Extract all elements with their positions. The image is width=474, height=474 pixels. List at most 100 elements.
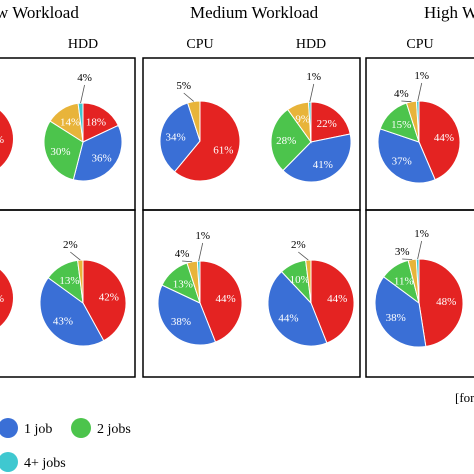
leader-line [401,100,412,103]
slice-label: 38% [386,312,406,324]
pie-slice [415,258,420,304]
leader-line [309,83,315,103]
leader-line [298,251,309,261]
slice-label: 4% [77,72,92,84]
resource-header-cpu: CPU [186,37,213,52]
pie: 44% 44% 10% 2% [267,239,355,347]
slice-label: 41% [313,159,333,171]
svg-text:%: % [0,134,4,146]
pie: 48% 38% 11% 3% 1% [374,228,464,348]
pie-slice [43,120,84,181]
slice-label: 44% [327,293,347,305]
pie-slice [270,108,312,172]
slice-label: 4% [394,88,409,100]
partial-pie-bottom: % [0,269,13,327]
partial-pie-top: % [0,110,13,168]
slice-label: 44% [434,132,454,144]
legend-label-4plus-jobs: 4+ jobs [24,456,66,471]
leader-line [70,251,81,261]
slice-label: 13% [173,278,193,290]
slice-label: 14% [60,117,80,129]
slice-label: 3% [395,246,410,258]
pie-slice [267,270,328,347]
legend-swatch-4plus-jobs [0,452,18,472]
slice-label: 38% [171,316,191,328]
pie: 61% 34% 5% [159,80,241,182]
pie-slice [157,284,217,346]
pie-slice [173,100,241,182]
resource-header-hdd: HDD [68,37,98,52]
pie: 22% 41% 28% 9% 1% [270,71,352,183]
slice-label: 22% [317,118,337,130]
resource-header-hdd: HDD [296,37,326,52]
pie-slice [310,101,351,143]
legend-swatch-1-job [0,418,18,438]
pie-slice [82,259,127,342]
leader-line [417,82,423,102]
slice-label: 15% [391,119,411,131]
slice-label: 37% [392,156,412,168]
slice-label: 4% [175,248,190,260]
svg-text:%: % [0,293,4,305]
slice-label: 18% [86,117,106,129]
pie-slice [72,124,123,182]
slice-label: 61% [213,144,233,156]
pie-slice [377,128,436,184]
workload-header-low: w Workload [0,3,79,22]
pie-slice [418,100,461,181]
panel-frame [365,209,474,378]
slice-label: 34% [166,131,186,143]
slice-label: 10% [290,274,310,286]
pie-slice [307,101,312,143]
pie-slice [159,102,201,173]
pie-slice [374,276,427,348]
pie-slice [282,133,352,183]
panel-frame [142,209,361,378]
slice-label: 48% [436,296,456,308]
legend: 1 job 2 jobs 4+ jobs [0,418,131,472]
pie-slice [39,277,105,347]
pie-slice [199,260,243,343]
leader-line [198,242,204,262]
pie-slice [187,100,201,142]
legend-swatch-2-jobs [71,418,91,438]
pie: 42% 43% 13% 2% [39,239,127,347]
pie-slice [82,102,119,143]
panel-frame [0,209,136,378]
slice-label: 44% [278,312,298,324]
pies: 18% 36% 30% 14% 4% 61% 34% 5% 22% 41% 28% 9% 1% 44% 37… [39,70,464,348]
slice-label: 5% [176,80,191,92]
workload-header-high: High W [424,3,474,22]
pie-slice [310,259,355,344]
slice-label: 13% [59,275,79,287]
panel-frames [0,57,474,378]
pie: 44% 38% 13% 4% 1% [157,230,243,346]
slice-label: 28% [276,135,296,147]
workload-header-medium: Medium Workload [190,3,319,22]
slice-label: 30% [50,146,70,158]
pie-slice [418,258,464,348]
legend-label-1-job: 1 job [24,422,52,437]
leader-line [402,258,413,260]
slice-label: 43% [53,316,73,328]
slice-label: 9% [295,114,310,126]
footnote: [for [455,390,474,405]
slice-label: 1% [414,228,429,240]
slice-label: 1% [195,230,210,242]
slice-label: 1% [414,70,429,82]
slice-label: 11% [394,275,414,287]
slice-label: 2% [291,239,306,251]
slice-label: 1% [306,71,321,83]
slice-label: 42% [99,291,119,303]
pie-slice [305,259,312,304]
resource-header-cpu: CPU [406,37,433,52]
leader-line [183,92,194,102]
leader-line [182,260,193,263]
slice-label: 36% [92,152,112,164]
pie: 18% 36% 30% 14% 4% [43,72,123,182]
pie: 44% 37% 15% 4% 1% [377,70,461,184]
slice-label: 44% [215,293,235,305]
legend-label-2-jobs: 2 jobs [97,422,131,437]
leader-line [417,240,423,260]
